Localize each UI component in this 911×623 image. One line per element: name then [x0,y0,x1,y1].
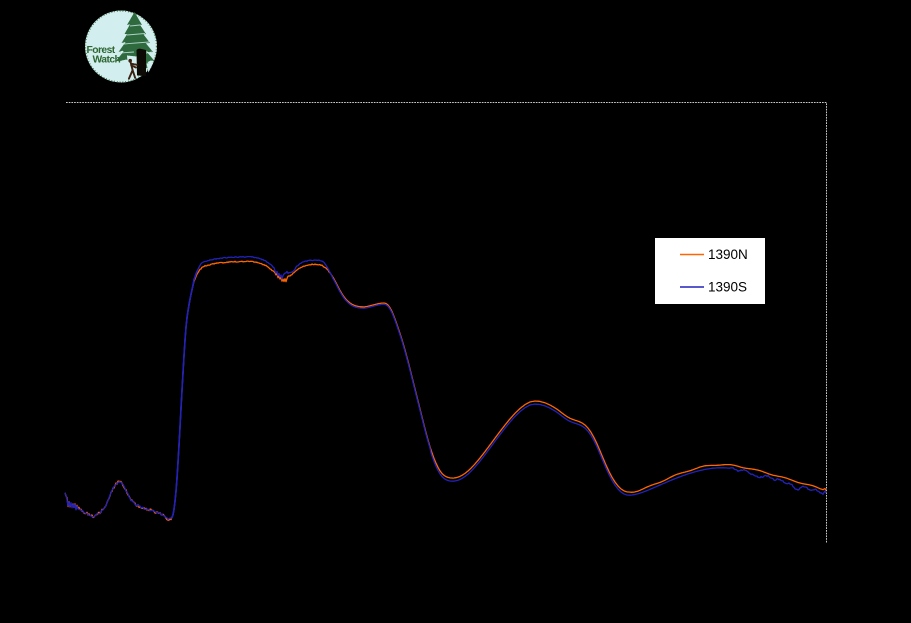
svg-text:1390S: 1390S [708,280,747,295]
svg-text:1390N: 1390N [708,247,748,262]
svg-text:Forest: Forest [87,45,116,56]
svg-text:Watch: Watch [93,54,121,65]
